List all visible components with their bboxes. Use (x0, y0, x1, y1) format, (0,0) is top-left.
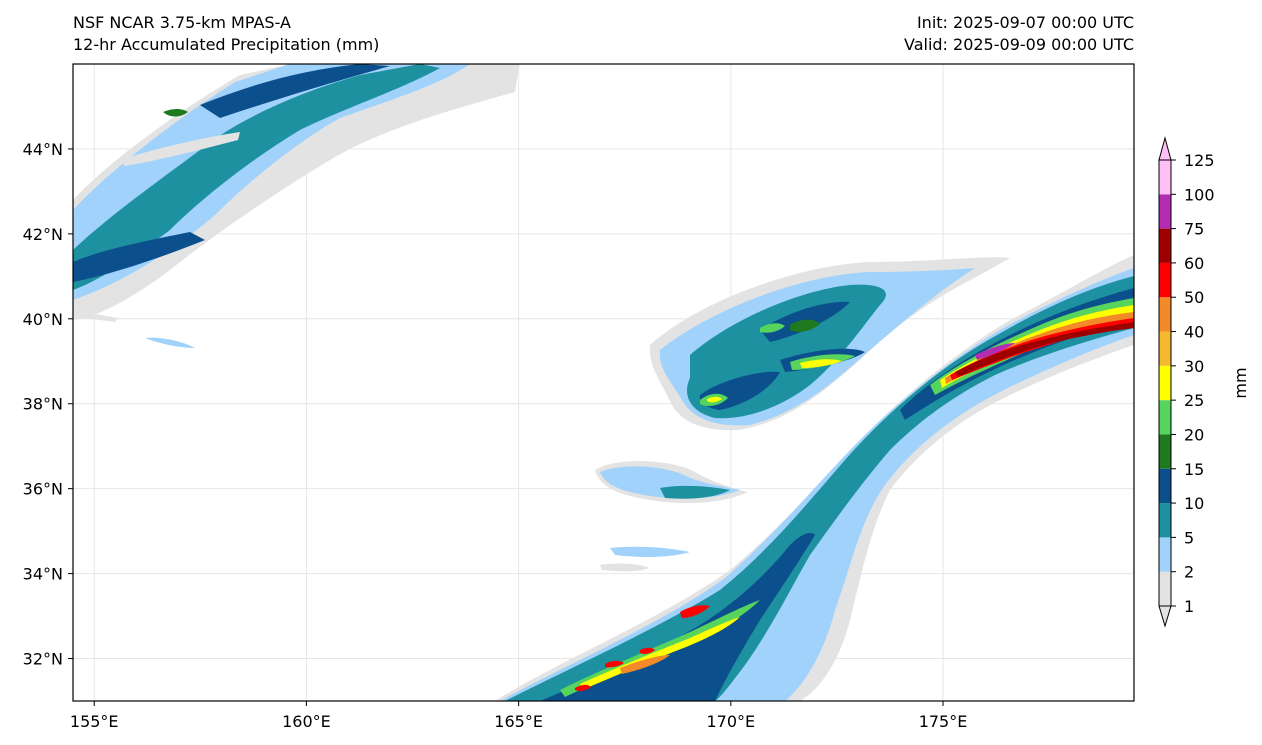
colorbar-unit-label: mm (1231, 367, 1250, 398)
x-tick-label: 170°E (706, 712, 755, 731)
colorbar-frame (1158, 159, 1172, 607)
colorbar-tick-label: 2 (1184, 563, 1194, 582)
x-tick-label: 160°E (282, 712, 331, 731)
init-time: Init: 2025-09-07 00:00 UTC (916, 13, 1134, 32)
band-nw-15mm (163, 109, 188, 117)
frontal-precip-band (495, 255, 1134, 701)
colorbar-min-extend (1158, 605, 1172, 628)
colorbar-swatch (1159, 228, 1171, 263)
cluster-25mm (800, 359, 842, 368)
colorbar-tick-label: 60 (1184, 254, 1204, 273)
colorbar-swatch (1159, 331, 1171, 366)
y-tick-label: 36°N (23, 480, 63, 499)
colorbar-swatch (1159, 468, 1171, 504)
y-tick-label: 32°N (23, 650, 63, 669)
x-tick-label: 165°E (494, 712, 543, 731)
band-nw-light (73, 310, 118, 322)
y-tick-label: 38°N (23, 395, 63, 414)
central-precip-cluster (649, 257, 1010, 431)
colorbar-swatch (1159, 262, 1171, 298)
colorbar-swatch (1159, 434, 1171, 469)
cluster-15mm (790, 319, 820, 332)
map-frame (72, 63, 1135, 702)
colorbar-tick-label: 75 (1184, 220, 1204, 239)
colorbar-swatch (1159, 365, 1171, 401)
front-5mm (505, 276, 1134, 701)
colorbar-swatch (1159, 503, 1171, 538)
x-tick-label: 155°E (70, 712, 119, 731)
colorbar-tick-label: 20 (1184, 425, 1204, 444)
front-50mm (680, 605, 710, 618)
header-left: NSF NCAR 3.75-km MPAS-A 12-hr Accumulate… (73, 12, 379, 56)
front-10mm (540, 533, 815, 701)
colorbar-max-extend (1158, 136, 1172, 161)
front-25mm (580, 617, 740, 690)
y-tick-label: 34°N (23, 565, 63, 584)
colorbar-tick-label: 25 (1184, 391, 1204, 410)
colorbar-tick-label: 15 (1184, 460, 1204, 479)
y-tick-label: 40°N (23, 310, 63, 329)
cluster-25mm (707, 396, 722, 403)
front-60mm (955, 322, 1134, 377)
colorbar-tick-label: 50 (1184, 288, 1204, 307)
band-nw-light (145, 337, 195, 348)
axes: 155°E 160°E 165°E 170°E 175°E 32°N 34°N 36°N 38°… (23, 140, 968, 731)
colorbar-tick-label: 40 (1184, 323, 1204, 342)
cluster-20mm (760, 323, 785, 333)
colorbar-tick-label: 100 (1184, 185, 1215, 204)
patch-1mm (600, 563, 650, 572)
mid-precip-patch (595, 460, 748, 572)
front-75mm (975, 343, 1015, 360)
precip-field (73, 64, 1134, 701)
x-tick-label: 175°E (919, 712, 968, 731)
band-nw-light (120, 132, 240, 166)
colorbar-swatch (1159, 537, 1171, 572)
band-nw-5mm (73, 64, 440, 290)
front-40mm (620, 655, 670, 674)
colorbar-swatch (1159, 297, 1171, 332)
colorbar-tick-label: 125 (1184, 151, 1215, 170)
colorbar-swatch (1159, 400, 1171, 435)
front-50mm (640, 647, 655, 654)
colorbar-swatch (1159, 571, 1171, 606)
model-title: NSF NCAR 3.75-km MPAS-A (73, 13, 291, 32)
colorbar-tick-label: 1 (1184, 597, 1194, 616)
colorbar-tick-label: 5 (1184, 528, 1194, 547)
valid-time: Valid: 2025-09-09 00:00 UTC (903, 35, 1134, 54)
y-tick-label: 42°N (23, 225, 63, 244)
header-right: Init: 2025-09-07 00:00 UTC Valid: 2025-0… (904, 12, 1134, 56)
band-nw-10mm (73, 232, 205, 282)
front-50mm (575, 684, 591, 691)
y-tick-label: 44°N (23, 140, 63, 159)
colorbar-tick-label: 30 (1184, 357, 1204, 376)
colorbar-tick-label: 10 (1184, 494, 1204, 513)
band-nw-10mm (200, 64, 390, 118)
colorbar-swatch (1159, 194, 1171, 229)
colorbar-swatch (1159, 160, 1171, 195)
front-50mm (605, 660, 624, 668)
patch-5mm (660, 485, 730, 499)
patch-2mm (610, 546, 690, 557)
nw-precip-band (73, 64, 520, 348)
field-title: 12-hr Accumulated Precipitation (mm) (73, 35, 380, 54)
